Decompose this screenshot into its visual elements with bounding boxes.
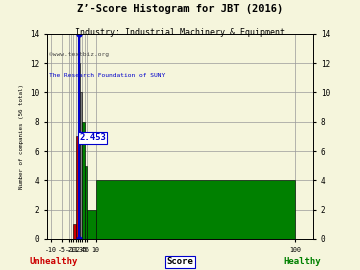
Text: The Research Foundation of SUNY: The Research Foundation of SUNY <box>49 73 166 78</box>
Bar <box>73 224 76 239</box>
Text: Healthy: Healthy <box>284 258 321 266</box>
Bar <box>82 122 85 239</box>
Bar <box>80 92 82 239</box>
Bar <box>87 210 96 239</box>
Text: Unhealthy: Unhealthy <box>30 258 78 266</box>
Bar <box>76 136 78 239</box>
Text: Z’-Score Histogram for JBT (2016): Z’-Score Histogram for JBT (2016) <box>77 4 283 14</box>
Text: Score: Score <box>167 258 193 266</box>
Bar <box>78 63 80 239</box>
Y-axis label: Number of companies (56 total): Number of companies (56 total) <box>19 84 24 189</box>
Bar <box>85 166 87 239</box>
Text: ©www.textbiz.org: ©www.textbiz.org <box>49 52 109 57</box>
Text: 2.453: 2.453 <box>79 133 106 142</box>
Text: Industry: Industrial Machinery & Equipment: Industry: Industrial Machinery & Equipme… <box>75 28 285 37</box>
Bar <box>96 180 296 239</box>
